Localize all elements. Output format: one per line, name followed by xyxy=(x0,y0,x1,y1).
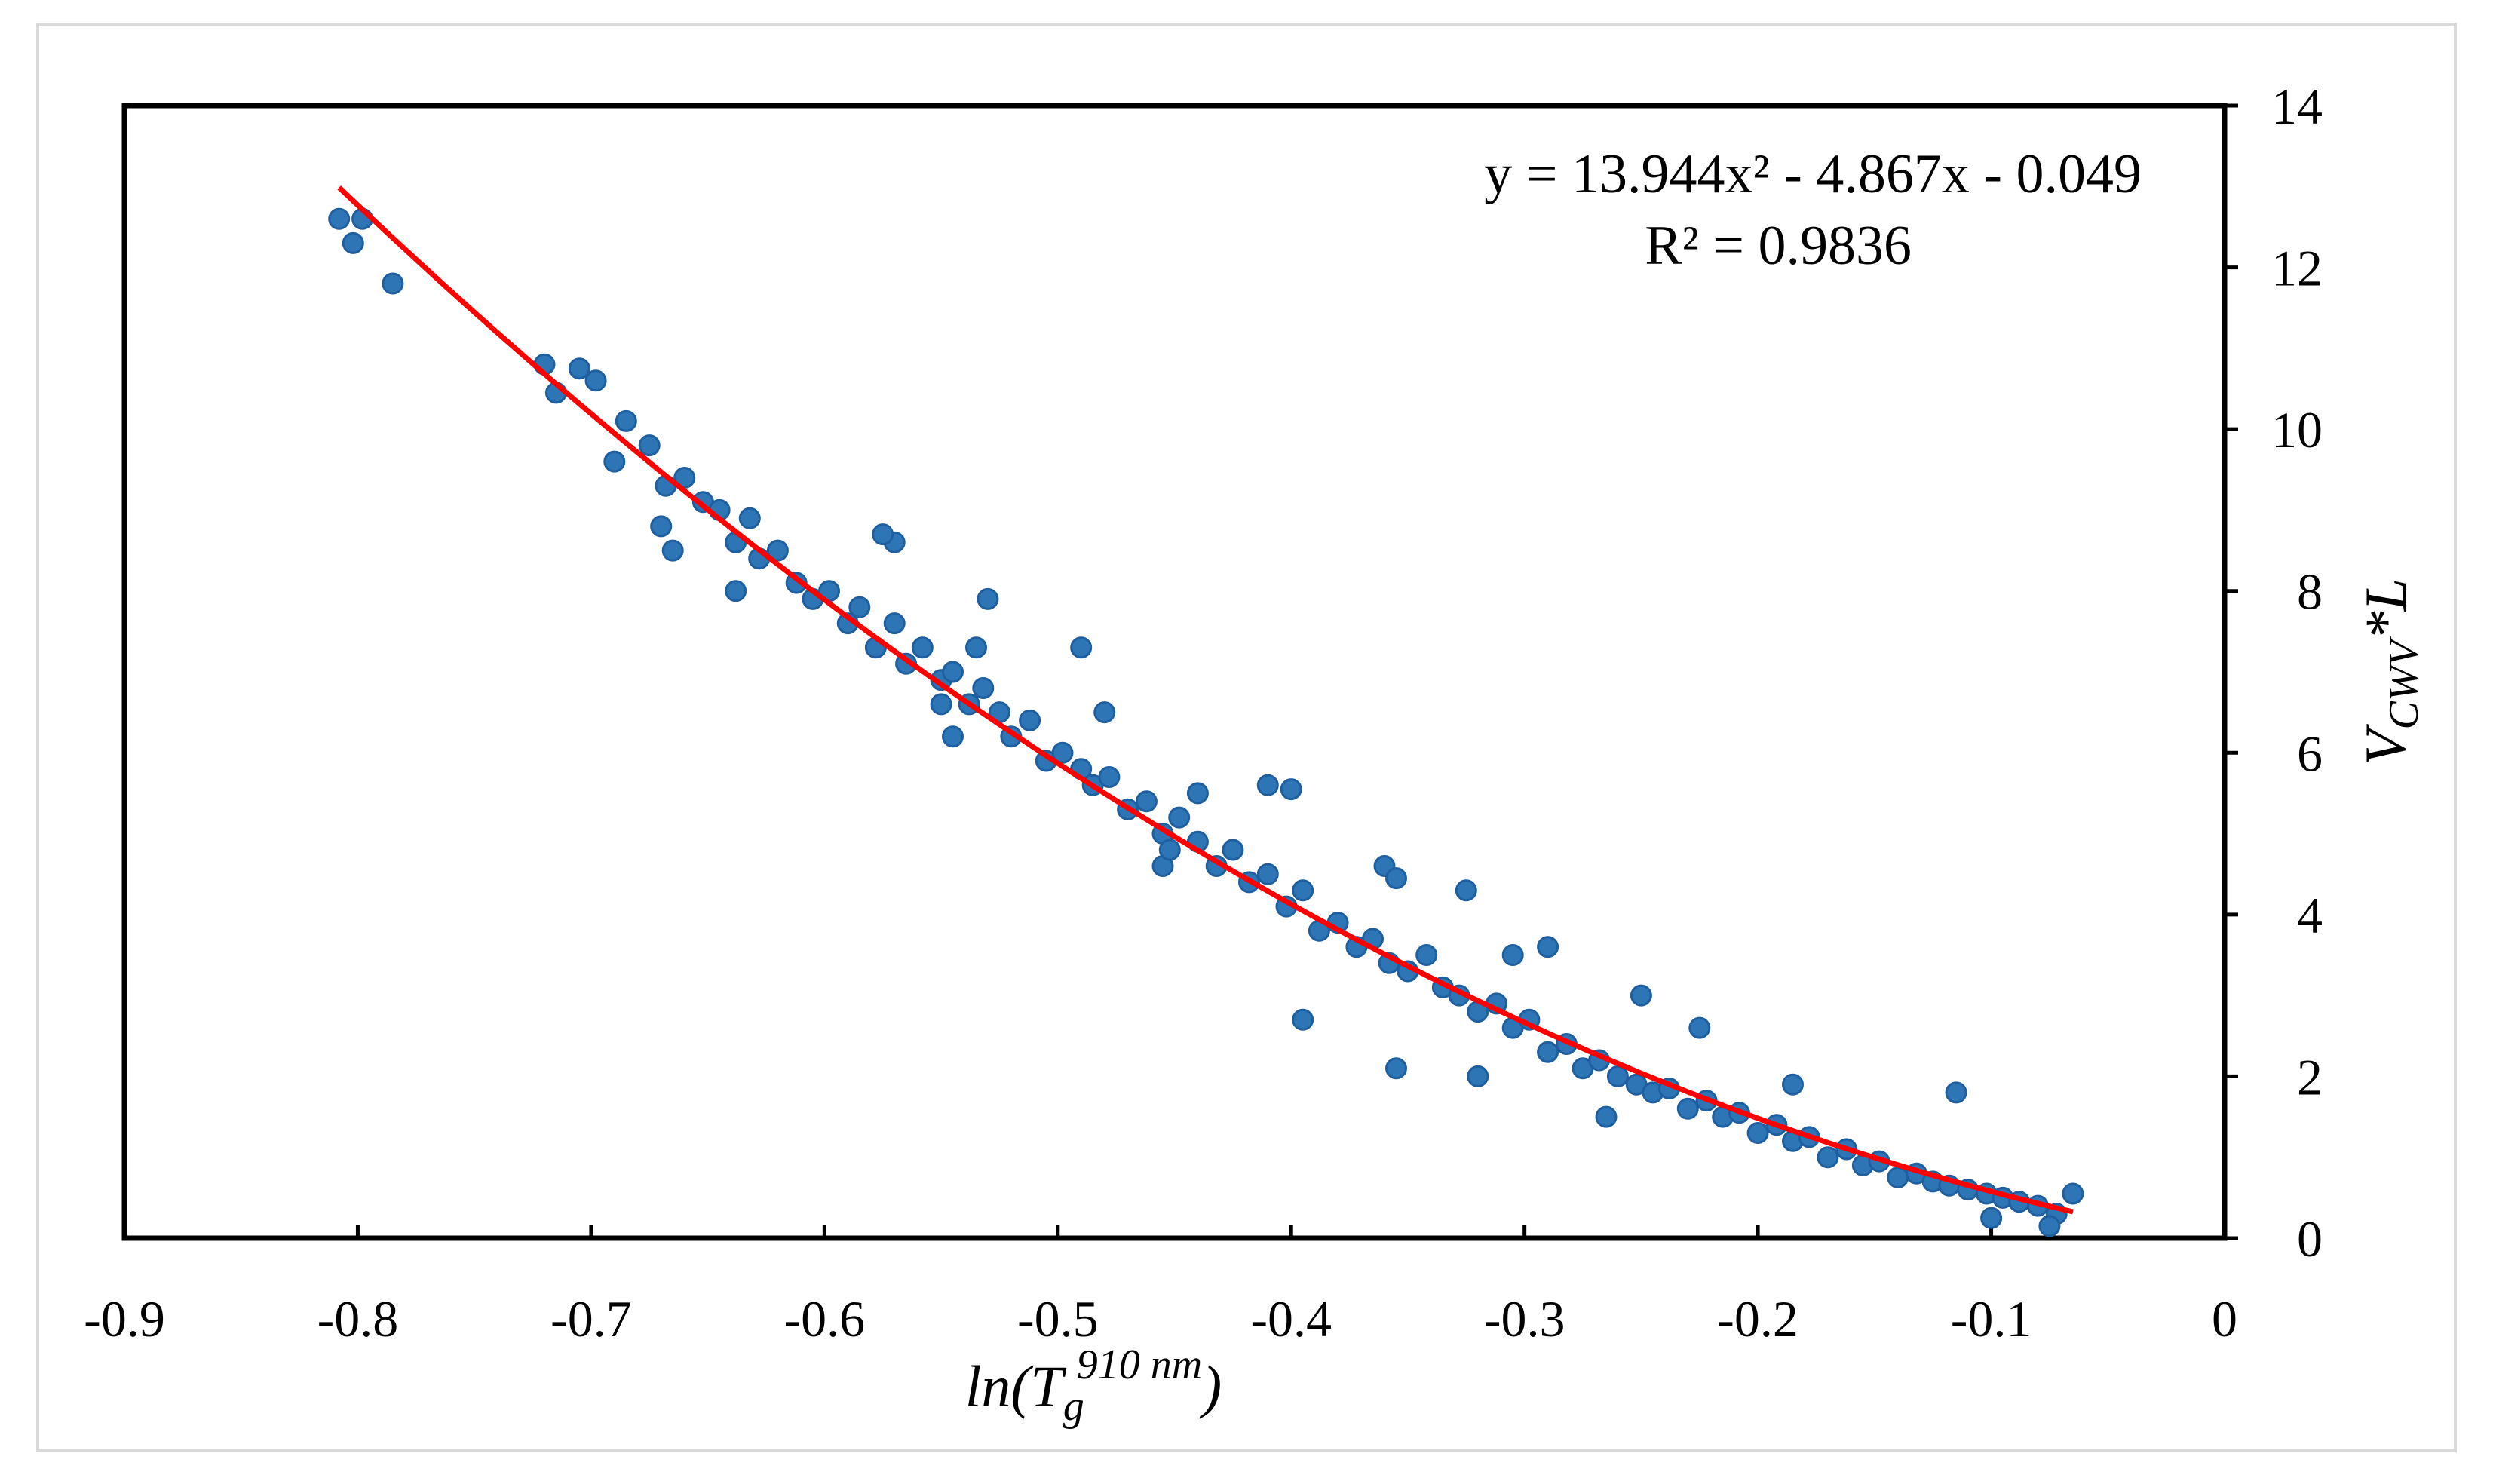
data-point xyxy=(1537,1041,1559,1063)
data-point xyxy=(342,231,364,254)
data-point xyxy=(1501,944,1524,966)
data-point xyxy=(1595,1105,1618,1128)
data-point xyxy=(1070,636,1093,659)
data-point xyxy=(1467,1065,1489,1087)
data-point xyxy=(883,612,906,635)
y-tick-label: 8 xyxy=(2297,563,2323,621)
y-tick-label: 4 xyxy=(2297,887,2323,944)
data-point xyxy=(2062,1182,2084,1205)
data-point xyxy=(638,434,661,457)
data-point xyxy=(1135,790,1158,813)
x-tick-label: -0.9 xyxy=(84,1290,165,1348)
plot-area xyxy=(121,103,2228,1241)
data-point xyxy=(1817,1146,1839,1169)
data-point xyxy=(1676,1097,1699,1120)
data-point xyxy=(942,661,964,683)
data-point xyxy=(1292,1008,1314,1031)
y-tick-label: 0 xyxy=(2297,1210,2323,1268)
data-point xyxy=(872,523,894,546)
y-tick-label: 2 xyxy=(2297,1048,2323,1105)
data-point xyxy=(1606,1065,1629,1087)
x-tick-label: -0.6 xyxy=(784,1290,866,1348)
data-point xyxy=(1222,839,1244,861)
x-axis-ticks: -0.9 -0.8 -0.7 -0.6 -0.5 -0.4 -0.3 -0.2 -0.1 0 xyxy=(84,1225,2237,1348)
x-tick-label: -0.1 xyxy=(1951,1290,2032,1348)
data-point xyxy=(2038,1215,2061,1237)
x-tick-label: -0.2 xyxy=(1717,1290,1798,1348)
data-point xyxy=(942,725,964,748)
data-point xyxy=(848,596,871,618)
data-point xyxy=(1019,709,1041,731)
x-tick-label: -0.7 xyxy=(550,1290,632,1348)
data-point xyxy=(1280,778,1302,801)
data-point xyxy=(1630,984,1652,1007)
y-tick-label: 10 xyxy=(2271,401,2323,458)
data-point xyxy=(725,580,747,602)
data-point xyxy=(1415,944,1438,966)
data-point xyxy=(1098,766,1121,788)
data-point xyxy=(661,539,684,562)
data-point xyxy=(1256,863,1279,885)
y-tick-label: 14 xyxy=(2271,78,2323,135)
data-point xyxy=(911,636,934,659)
data-point xyxy=(1385,1057,1407,1080)
x-tick-label: -0.8 xyxy=(317,1290,399,1348)
data-point xyxy=(603,450,626,473)
data-point xyxy=(766,539,789,562)
fit-equation: y = 13.944x² - 4.867x - 0.049 xyxy=(1484,143,2142,205)
fit-curve xyxy=(337,186,2074,1215)
data-point xyxy=(615,409,637,432)
data-point xyxy=(1945,1081,1967,1104)
data-point xyxy=(328,207,351,230)
data-point xyxy=(1746,1122,1769,1144)
data-point xyxy=(1256,774,1279,796)
data-point xyxy=(1051,741,1074,764)
data-point xyxy=(965,636,987,659)
data-point xyxy=(1093,701,1116,724)
data-point xyxy=(584,369,607,392)
data-point xyxy=(1168,806,1191,829)
r-squared-label: R² = 0.9836 xyxy=(1645,215,1912,277)
data-point xyxy=(1385,867,1407,890)
data-point xyxy=(1537,936,1559,958)
data-point xyxy=(1158,839,1181,861)
data-point xyxy=(1292,879,1314,902)
x-tick-label: -0.3 xyxy=(1484,1290,1565,1348)
data-point xyxy=(1980,1207,2003,1229)
data-point xyxy=(1455,879,1477,902)
data-point xyxy=(1186,782,1209,805)
data-point xyxy=(1782,1073,1804,1096)
data-point xyxy=(930,693,952,716)
data-point xyxy=(1688,1016,1711,1039)
x-tick-label: -0.5 xyxy=(1017,1290,1099,1348)
y-axis-title: VCWV*L xyxy=(2353,578,2427,765)
data-point xyxy=(650,515,673,538)
y-tick-label: 12 xyxy=(2271,240,2323,297)
data-point xyxy=(1887,1167,1909,1188)
data-point xyxy=(673,467,696,489)
y-tick-label: 6 xyxy=(2297,725,2323,782)
data-point xyxy=(972,677,995,699)
x-tick-label: 0 xyxy=(2212,1290,2237,1348)
data-point xyxy=(738,507,761,529)
y-axis-ticks: 0 2 4 6 8 10 12 14 xyxy=(2225,78,2323,1268)
x-axis-title: ln(Tg910 nm) xyxy=(965,1341,1222,1430)
data-point xyxy=(977,587,999,610)
data-point xyxy=(382,272,404,295)
data-point xyxy=(568,357,590,380)
x-tick-label: -0.4 xyxy=(1250,1290,1332,1348)
